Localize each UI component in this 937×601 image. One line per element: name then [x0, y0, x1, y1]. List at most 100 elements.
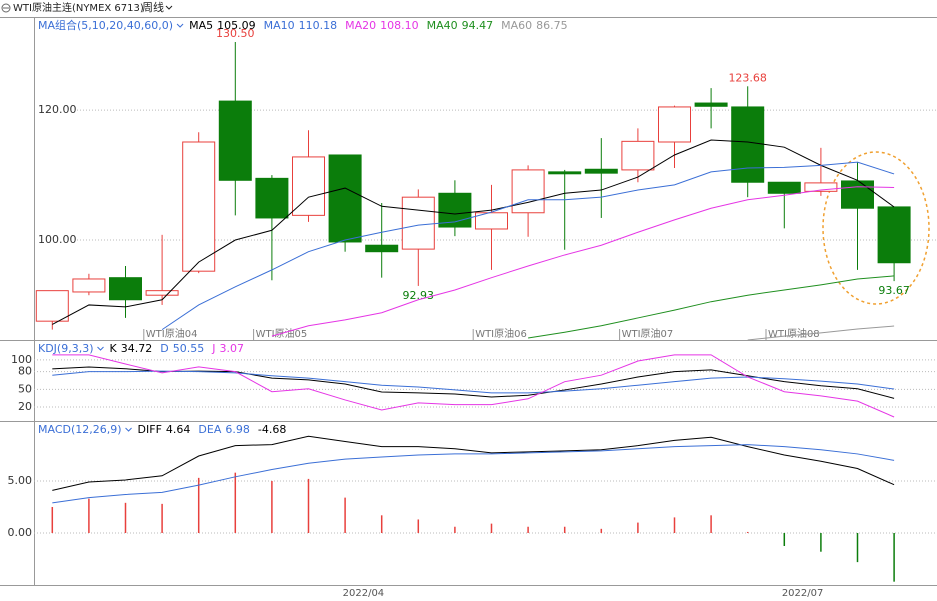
macd-bar	[710, 515, 712, 533]
x-tick-label: 2022/04	[343, 588, 385, 599]
macd-bar	[783, 532, 786, 546]
candle-body	[145, 290, 179, 296]
candle-body	[548, 171, 582, 175]
macd-bar	[307, 478, 310, 533]
legend-name: MA5	[189, 19, 213, 32]
indicator-line	[52, 354, 895, 418]
contract-label: WTI原油06	[475, 327, 527, 340]
macd-bar	[417, 519, 420, 533]
candle-body	[218, 100, 252, 181]
macd-bar	[454, 526, 456, 533]
candle-body	[35, 290, 69, 322]
period[interactable]: 周线	[142, 0, 164, 14]
legend-value: 110.18	[299, 19, 338, 32]
macd-bar	[344, 497, 346, 533]
legend-value: 105.09	[217, 19, 256, 32]
indicator-line	[161, 161, 895, 331]
macd-bar	[197, 477, 200, 533]
candle-body	[292, 156, 325, 216]
legend-title: MA组合(5,10,20,40,60,0)	[38, 18, 173, 32]
indicator-line	[271, 186, 895, 337]
legend-value: -4.68	[258, 423, 286, 436]
indicator-line	[528, 275, 895, 339]
contract-label: WTI原油07	[622, 327, 674, 340]
candle-body	[841, 180, 874, 209]
candle-body	[511, 169, 545, 214]
macd-bar	[527, 526, 529, 533]
candle-body	[109, 277, 142, 301]
legend-value: 50.55	[173, 342, 205, 355]
candle-body	[72, 278, 106, 293]
y-tick-label: 0.00	[8, 526, 33, 539]
legend-title: KDJ(9,3,3)	[38, 342, 94, 355]
legend-name: K	[110, 342, 118, 355]
indicator-line	[52, 435, 895, 491]
candle-body	[694, 102, 728, 107]
candle-body	[731, 106, 765, 183]
y-tick-label: 80	[18, 365, 32, 378]
macd-bar	[820, 532, 822, 552]
candle-body	[877, 206, 911, 264]
price-annotation: 130.50	[216, 27, 255, 40]
y-tick-label: 120.00	[38, 103, 77, 116]
indicator-line	[52, 139, 895, 325]
legend-value: 34.72	[121, 342, 153, 355]
legend-dropdown	[97, 346, 104, 351]
legend-name: J	[211, 342, 215, 355]
macd-bar	[600, 528, 603, 533]
candle-body	[328, 154, 362, 243]
candle-body	[804, 182, 838, 192]
candle-body	[767, 181, 801, 194]
legend-value: 3.07	[219, 342, 244, 355]
candle-body	[182, 141, 216, 272]
contract-label: WTI原油04	[146, 327, 198, 340]
y-tick-label: 50	[18, 382, 32, 395]
candle-body	[621, 140, 655, 171]
candle-body	[365, 244, 399, 253]
candle-body	[658, 106, 691, 143]
macd-bar	[234, 472, 237, 533]
candle-body	[475, 212, 508, 230]
y-tick-label: 100.00	[38, 233, 77, 246]
legend-name: D	[160, 342, 168, 355]
y-tick-label: 100	[11, 353, 32, 366]
macd-bar	[51, 506, 54, 533]
macd-bar	[637, 522, 639, 533]
indicator-line	[52, 370, 895, 394]
candle-body	[255, 177, 289, 219]
period-dropdown[interactable]	[165, 5, 173, 10]
legend-title: MACD(12,26,9)	[38, 423, 122, 436]
legend-value: 86.75	[536, 19, 568, 32]
macd-bar	[746, 531, 749, 533]
legend-name: MA40	[427, 19, 458, 32]
legend-value: 94.47	[462, 19, 494, 32]
highlight-ellipse	[822, 151, 930, 305]
macd-bar	[124, 502, 127, 533]
legend-dropdown	[125, 427, 132, 432]
legend-value: 6.98	[225, 423, 250, 436]
legend-name: MA60	[501, 19, 532, 32]
y-tick-label: 5.00	[8, 474, 33, 487]
menu-icon[interactable]	[1, 3, 11, 13]
legend-name: MA20	[345, 19, 376, 32]
macd-bar	[380, 515, 383, 533]
legend-dropdown	[176, 23, 184, 28]
indicator-line	[747, 325, 895, 341]
macd-bar	[893, 532, 895, 582]
legend-value: 108.10	[380, 19, 419, 32]
macd-bar	[271, 480, 273, 533]
macd-bar	[563, 526, 566, 533]
symbol[interactable]: WTI原油主连(NYMEX 6713)	[13, 1, 144, 14]
candle-body	[584, 168, 618, 174]
macd-bar	[673, 517, 676, 533]
indicator-line	[52, 444, 895, 504]
y-tick-label: 20	[18, 400, 32, 413]
candle-body	[401, 196, 435, 250]
legend-value: 4.64	[166, 423, 191, 436]
x-tick-label: 2022/07	[782, 588, 824, 599]
legend-name: DEA	[198, 423, 221, 436]
macd-bar	[88, 498, 90, 533]
macd-bar	[490, 523, 493, 533]
